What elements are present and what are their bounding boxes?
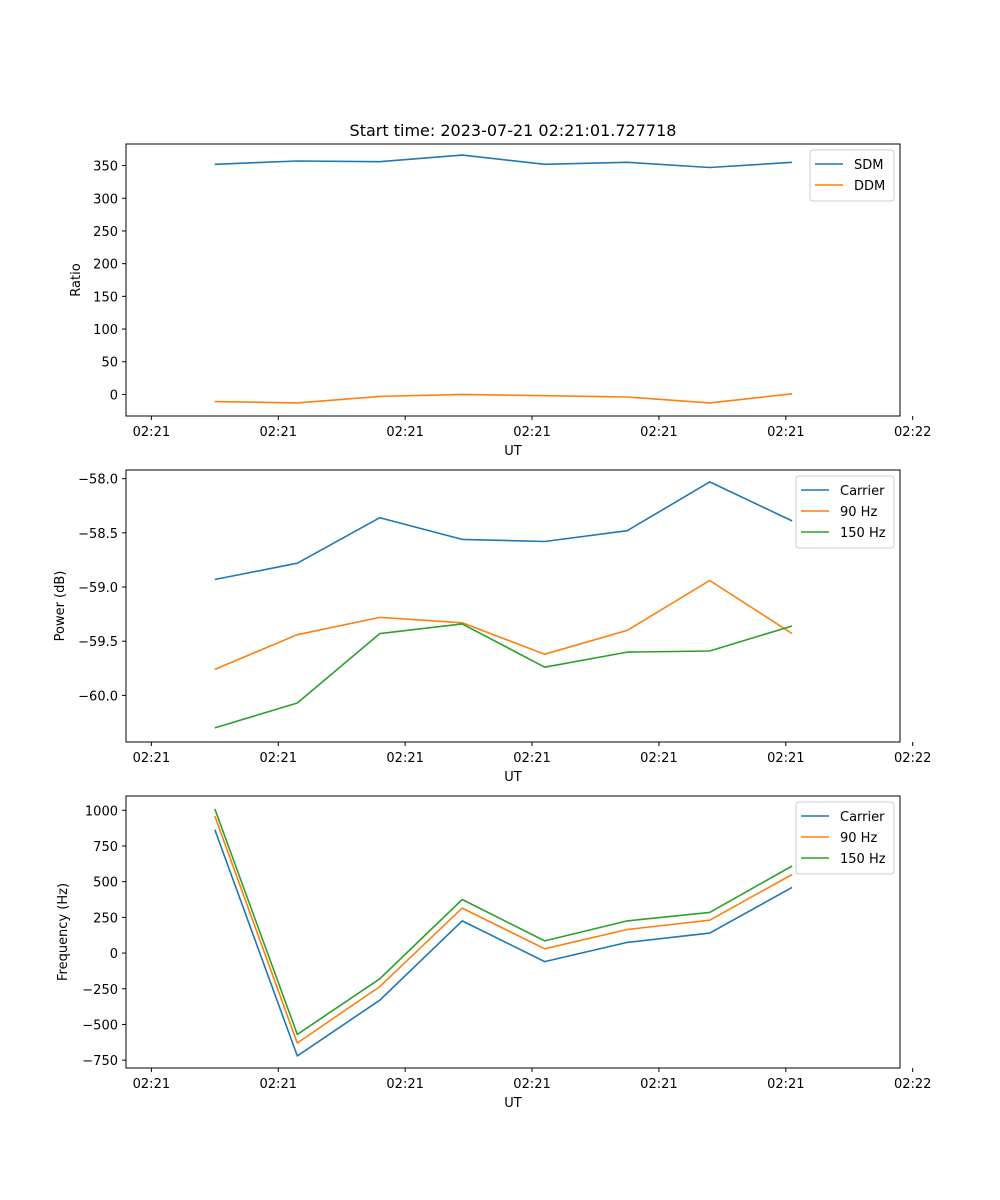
power-marks: 02:21 02:21 02:21 02:21 02:21 02:21 02:22 −60.0… <box>78 473 931 766</box>
frequency-y-tick-label: 1000 <box>85 804 118 819</box>
ratio-y-tick-label: 100 <box>93 323 118 338</box>
frequency-legend-label-90-hz: 90 Hz <box>840 831 877 846</box>
ratio-y-tick-label: 0 <box>110 388 118 403</box>
frequency-y-tick-label: 750 <box>93 840 118 855</box>
power-y-tick-label: −60.0 <box>78 689 118 704</box>
power-series-90-hz-line <box>214 579 793 671</box>
frequency-x-tick-label: 02:21 <box>767 1077 804 1092</box>
power-panel: 02:21 02:21 02:21 02:21 02:21 02:21 02:22 −60.0… <box>53 469 931 785</box>
frequency-y-tick-label: 500 <box>93 876 118 891</box>
power-y-tick-label: −58.5 <box>78 527 118 542</box>
figure-title: Start time: 2023-07-21 02:21:01.727718 <box>350 121 677 140</box>
frequency-series-carrier-line <box>214 829 793 1057</box>
ratio-y-tick-label: 250 <box>93 225 118 240</box>
power-legend-label-90-hz: 90 Hz <box>840 505 877 520</box>
frequency-y-tick-label: −250 <box>82 983 118 998</box>
frequency-panel: 02:21 02:21 02:21 02:21 02:21 02:21 02:22 −750 −… <box>56 795 931 1111</box>
frequency-x-axis-label: UT <box>504 1096 522 1111</box>
frequency-legend-label-150-hz: 150 Hz <box>840 852 886 867</box>
frequency-x-tick-label: 02:21 <box>133 1077 170 1092</box>
ratio-series-sdm-line <box>214 154 793 169</box>
ratio-plot-area <box>125 143 901 417</box>
frequency-x-tick-label: 02:21 <box>260 1077 297 1092</box>
power-legend-label-carrier: Carrier <box>840 484 885 499</box>
frequency-plot-area <box>125 795 901 1069</box>
frequency-legend-box <box>795 801 895 875</box>
power-legend-label-150-hz: 150 Hz <box>840 526 886 541</box>
power-x-axis-label: UT <box>504 770 522 785</box>
frequency-y-axis-label: Frequency (Hz) <box>56 883 71 981</box>
frequency-x-tick-label: 02:21 <box>386 1077 423 1092</box>
frequency-y-tick-label: −500 <box>82 1018 118 1033</box>
frequency-y-tick-label: 250 <box>93 911 118 926</box>
power-x-tick-label: 02:21 <box>767 751 804 766</box>
power-y-axis-label: Power (dB) <box>53 571 68 642</box>
power-x-tick-label: 02:21 <box>513 751 550 766</box>
power-x-tick-label: 02:22 <box>894 751 931 766</box>
power-y-tick-label: −59.0 <box>78 581 118 596</box>
ratio-x-tick-label: 02:21 <box>133 425 170 440</box>
ratio-y-tick-label: 350 <box>93 160 118 175</box>
frequency-x-tick-label: 02:21 <box>513 1077 550 1092</box>
ratio-marks: 02:21 02:21 02:21 02:21 02:21 02:21 02:22 0 50 10… <box>93 149 931 440</box>
ratio-x-tick-label: 02:21 <box>386 425 423 440</box>
power-series-carrier-line <box>214 481 793 581</box>
ratio-legend-box <box>809 149 895 202</box>
power-legend: Carrier 90 Hz 150 Hz <box>795 475 895 549</box>
power-plot-area <box>125 469 901 743</box>
ratio-legend-label-sdm: SDM <box>854 158 883 173</box>
frequency-series-90-hz-line <box>214 815 793 1044</box>
ratio-x-tick-label: 02:21 <box>260 425 297 440</box>
power-y-tick-label: −59.5 <box>78 635 118 650</box>
power-x-tick-label: 02:21 <box>260 751 297 766</box>
power-x-tick-label: 02:21 <box>386 751 423 766</box>
ratio-y-tick-label: 50 <box>101 356 118 371</box>
frequency-series-150-hz-line <box>214 808 793 1036</box>
ratio-y-tick-label: 300 <box>93 192 118 207</box>
ratio-x-tick-label: 02:21 <box>767 425 804 440</box>
ratio-y-axis-label: Ratio <box>69 263 84 296</box>
power-y-tick-label: −58.0 <box>78 473 118 488</box>
ratio-panel: 02:21 02:21 02:21 02:21 02:21 02:21 02:22 0 50 10… <box>69 143 931 459</box>
ratio-x-tick-label: 02:22 <box>894 425 931 440</box>
frequency-y-tick-label: −750 <box>82 1054 118 1069</box>
frequency-legend-label-carrier: Carrier <box>840 810 885 825</box>
frequency-marks: 02:21 02:21 02:21 02:21 02:21 02:21 02:22 −750 −… <box>82 801 931 1092</box>
ratio-y-tick-label: 200 <box>93 258 118 273</box>
ratio-series-ddm-line <box>214 393 793 404</box>
power-x-tick-label: 02:21 <box>640 751 677 766</box>
frequency-x-tick-label: 02:22 <box>894 1077 931 1092</box>
frequency-legend: Carrier 90 Hz 150 Hz <box>795 801 895 875</box>
ratio-y-tick-label: 150 <box>93 290 118 305</box>
power-x-tick-label: 02:21 <box>133 751 170 766</box>
frequency-x-tick-label: 02:21 <box>640 1077 677 1092</box>
ratio-x-tick-label: 02:21 <box>513 425 550 440</box>
ratio-x-tick-label: 02:21 <box>640 425 677 440</box>
frequency-y-tick-label: 0 <box>110 947 118 962</box>
power-series-150-hz-line <box>214 623 793 729</box>
ratio-legend-label-ddm: DDM <box>854 179 885 194</box>
power-legend-box <box>795 475 895 549</box>
ratio-legend: SDM DDM <box>809 149 895 202</box>
ratio-x-axis-label: UT <box>504 444 522 459</box>
